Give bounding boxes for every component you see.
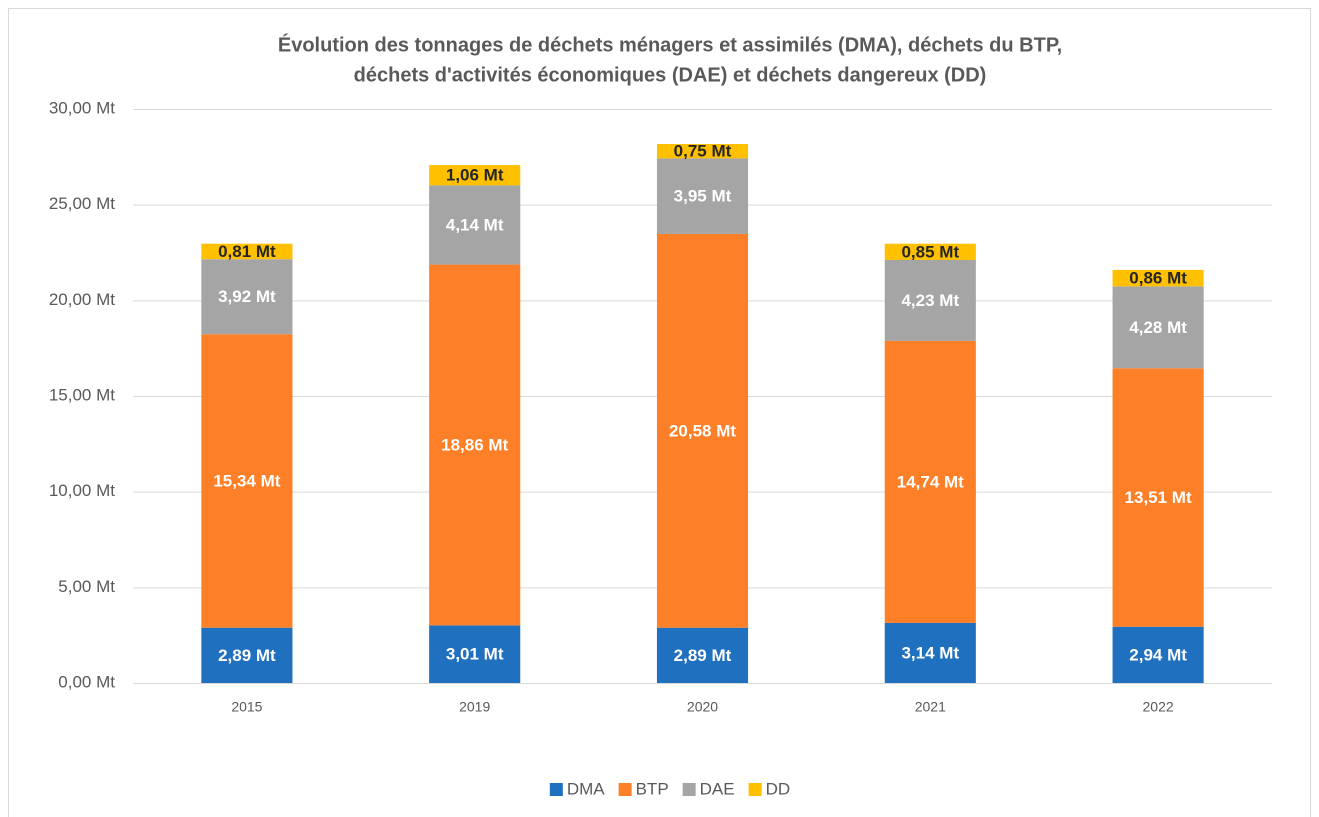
data-label: 2,94 Mt	[1129, 645, 1187, 664]
x-tick-label: 2020	[687, 699, 718, 715]
x-tick-label: 2019	[459, 699, 490, 715]
bar-segment	[1112, 286, 1204, 369]
bar-segment	[201, 334, 293, 628]
bar-segment	[884, 622, 976, 683]
data-label: 4,14 Mt	[446, 215, 504, 234]
bar-segment	[1112, 269, 1204, 287]
bar-segment	[429, 264, 521, 626]
data-label: 0,86 Mt	[1129, 269, 1187, 288]
data-label: 13,51 Mt	[1125, 488, 1192, 507]
data-label: 2,89 Mt	[218, 646, 276, 665]
data-label: 3,14 Mt	[901, 643, 959, 662]
data-label: 2,89 Mt	[674, 646, 732, 665]
bar-segment	[884, 259, 976, 341]
legend-swatch	[549, 783, 563, 796]
legend-swatch	[618, 783, 632, 796]
x-tick-label: 2015	[231, 699, 262, 715]
bar-segment	[656, 144, 749, 159]
data-label: 0,85 Mt	[901, 242, 959, 261]
data-label: 4,28 Mt	[1129, 318, 1187, 337]
y-tick-label: 15,00 Mt	[49, 385, 115, 404]
y-tick-label: 10,00 Mt	[49, 481, 115, 500]
bar-segment	[429, 625, 521, 683]
data-label: 0,75 Mt	[674, 142, 732, 161]
legend-label: BTP	[636, 779, 669, 798]
x-tick-label: 2021	[915, 699, 946, 715]
data-label: 3,92 Mt	[218, 287, 276, 306]
bar-segment	[201, 627, 293, 683]
chart-title: Évolution des tonnages de déchets ménage…	[278, 33, 1062, 56]
bar-segment	[884, 340, 976, 623]
data-label: 18,86 Mt	[441, 435, 508, 454]
legend-swatch	[748, 783, 762, 796]
legend-swatch	[682, 783, 696, 796]
y-tick-label: 20,00 Mt	[49, 290, 115, 309]
data-label: 4,23 Mt	[901, 291, 959, 310]
legend-label: DMA	[567, 779, 605, 798]
bar-segment	[201, 243, 293, 260]
y-tick-label: 0,00 Mt	[58, 672, 115, 691]
y-tick-label: 5,00 Mt	[58, 577, 115, 596]
bar-segment	[884, 243, 976, 260]
y-tick-label: 30,00 Mt	[49, 98, 115, 117]
bar-segment	[656, 627, 749, 683]
x-tick-label: 2022	[1143, 699, 1174, 715]
data-label: 1,06 Mt	[446, 166, 504, 185]
y-tick-label: 25,00 Mt	[49, 194, 115, 213]
chart-title: déchets d'activités économiques (DAE) et…	[354, 64, 987, 86]
legend-label: DD	[766, 779, 791, 798]
data-label: 3,01 Mt	[446, 645, 504, 664]
bar-segment	[656, 158, 749, 234]
data-label: 14,74 Mt	[897, 472, 964, 491]
legend-label: DAE	[700, 779, 735, 798]
bar-segment	[656, 233, 749, 628]
bar-segment	[201, 259, 293, 335]
data-label: 0,81 Mt	[218, 242, 276, 261]
bar-segment	[429, 165, 521, 186]
bar-segment	[429, 185, 521, 265]
bar-segment	[1112, 626, 1204, 683]
data-label: 3,95 Mt	[674, 187, 732, 206]
bar-segment	[1112, 368, 1204, 627]
data-label: 15,34 Mt	[213, 471, 280, 490]
data-label: 20,58 Mt	[669, 421, 736, 440]
